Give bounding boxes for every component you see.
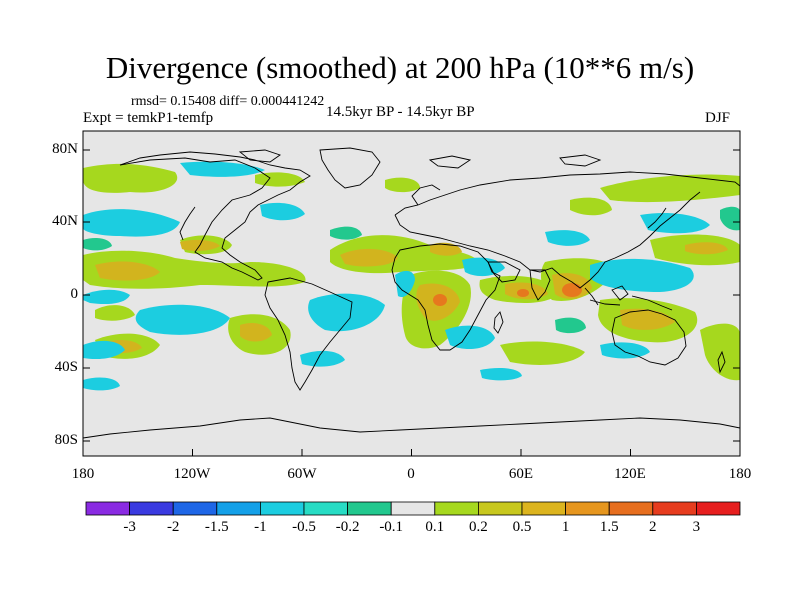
lat-label-80n: 80N xyxy=(52,141,78,157)
lon-label-180w: 180 xyxy=(71,466,95,482)
peak-divergence xyxy=(433,283,582,306)
convergence-zones xyxy=(83,161,710,391)
field-layer xyxy=(83,161,740,391)
lon-label-60w: 60W xyxy=(287,466,317,482)
colorbar-label: 1 xyxy=(561,519,570,535)
colorbar-swatch xyxy=(216,501,261,516)
colorbar-swatch xyxy=(434,501,479,516)
lat-label-40n: 40N xyxy=(52,213,78,229)
colorbar-swatch xyxy=(477,501,523,516)
colorbar-swatch xyxy=(652,501,697,516)
colorbar-swatch xyxy=(696,501,741,516)
colorbar-swatch xyxy=(259,501,305,516)
colorbar-label: -2 xyxy=(166,519,180,535)
lon-label-180e: 180 xyxy=(728,466,752,482)
colorbar-swatch xyxy=(565,501,610,516)
colorbar xyxy=(85,501,741,516)
colorbar-swatch xyxy=(85,501,130,516)
colorbar-swatch xyxy=(303,501,348,516)
lat-label-80s: 80S xyxy=(54,432,78,448)
colorbar-swatch xyxy=(521,501,566,516)
axis-ticks xyxy=(82,149,741,456)
lon-label-60e: 60E xyxy=(508,466,534,482)
lat-label-0: 0 xyxy=(70,286,79,302)
experiment-label: Expt = temkP1-temfp xyxy=(83,110,214,126)
colorbar-swatch xyxy=(608,501,654,516)
colorbar-swatch xyxy=(390,501,436,516)
colorbar-label: 2 xyxy=(649,519,657,535)
colorbar-label: 3 xyxy=(692,519,701,535)
colorbar-swatch xyxy=(347,501,392,516)
colorbar-swatch xyxy=(129,501,174,516)
chart-title: Divergence (smoothed) at 200 hPa (10**6 … xyxy=(105,50,695,85)
colorbar-label: 1.5 xyxy=(599,519,619,535)
lon-label-120w: 120W xyxy=(173,466,211,482)
coastlines xyxy=(82,147,741,439)
colorbar-label: 0.2 xyxy=(469,519,488,535)
colorbar-label: -3 xyxy=(123,519,136,535)
season-label: DJF xyxy=(705,110,731,126)
colorbar-label: -0.5 xyxy=(292,519,316,535)
lat-label-40s: 40S xyxy=(54,359,78,375)
colorbar-label: -1 xyxy=(254,519,267,535)
colorbar-label: 0.5 xyxy=(512,519,532,535)
colorbar-label: -1.5 xyxy=(204,519,229,535)
rmsd-diff-stats: rmsd= 0.15408 diff= 0.000441242 xyxy=(131,94,325,109)
colorbar-label: -0.1 xyxy=(379,519,404,535)
lon-label-120e: 120E xyxy=(614,466,646,482)
colorbar-label: 0.1 xyxy=(425,519,445,535)
colorbar-swatch xyxy=(172,501,218,516)
weak-convergence-zones xyxy=(83,206,740,334)
lon-label-0: 0 xyxy=(407,466,415,482)
colorbar-label: -0.2 xyxy=(335,519,360,535)
period-label: 14.5kyr BP - 14.5kyr BP xyxy=(326,104,475,120)
